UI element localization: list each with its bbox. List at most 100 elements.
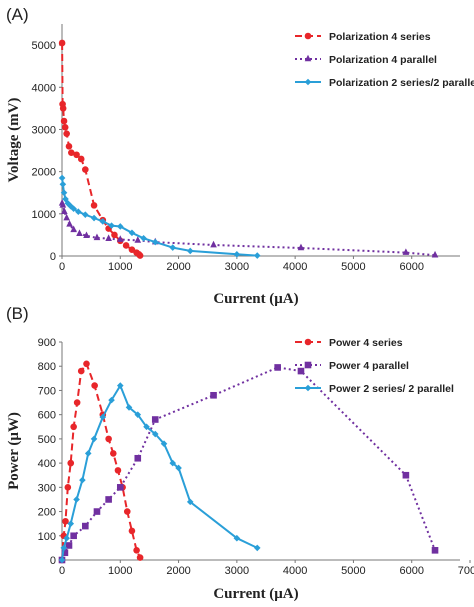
panel-a-y-tick-label: 3000 xyxy=(32,124,56,136)
panel-a-series-2-point xyxy=(140,234,147,242)
panel-b-series-2-point xyxy=(169,459,177,467)
panel-a-series-1-point xyxy=(116,235,124,242)
panel-a-series-1-line xyxy=(61,202,436,257)
panel-a-series-1-point xyxy=(63,213,70,221)
panel-b-series-1-point xyxy=(65,542,73,549)
panel-a-x-tick-label: 3000 xyxy=(225,261,249,273)
panel-b-x-axis-label: Current (μA) xyxy=(213,586,298,602)
panel-a-legend-marker-1 xyxy=(304,54,312,62)
panel-b-series-2-point xyxy=(125,404,133,411)
panel-a-series-2-point xyxy=(67,202,75,210)
panel-a-series-0-point xyxy=(122,242,130,249)
panel-b-y-tick-label: 400 xyxy=(38,458,56,470)
panel-a-series-1-point xyxy=(297,243,305,251)
panel-b-x-tick-label: 2000 xyxy=(166,565,190,577)
panel-b-series-2-point xyxy=(67,520,75,527)
panel-b-legend-label-0: Power 4 series xyxy=(329,337,403,349)
panel-b-series-0-point xyxy=(123,508,131,515)
panel-b-series-2-point xyxy=(60,544,68,552)
panel-b-series-1-point xyxy=(134,454,142,462)
panel-b-series-0-point xyxy=(67,459,75,467)
panel-a-x-axis-label: Current (μA) xyxy=(213,291,298,307)
panel-a-series-0-line xyxy=(61,42,141,257)
panel-a-series-2-point xyxy=(64,199,72,207)
panel-b-series-2-point xyxy=(175,464,182,472)
panel-b-series-2-line xyxy=(61,384,258,561)
panel-a-legend-label-2: Polarization 2 series/2 parallel xyxy=(329,77,474,89)
panel-a-series-0-point xyxy=(111,231,118,239)
panel-b-x-tick-label: 0 xyxy=(59,565,65,577)
panel-a-x-tick-label: 5000 xyxy=(341,261,365,273)
panel-a-series-2-point xyxy=(75,208,82,216)
panel-b-series-0-point xyxy=(128,527,136,535)
panel-b-series-2-point xyxy=(134,411,142,418)
panel-a-series-0-point xyxy=(63,130,70,137)
panel-b-y-tick-label: 100 xyxy=(38,531,56,543)
panel-b-series-2-point xyxy=(108,396,115,404)
panel-b-series-1-point xyxy=(210,391,217,399)
panel-b-legend-marker-0 xyxy=(304,338,312,346)
panel-a-series-1-point xyxy=(61,207,68,215)
panel-b-y-tick-label: 800 xyxy=(38,361,56,373)
panel-b-series-1-point xyxy=(297,367,305,375)
panel-b-x-tick-label: 5000 xyxy=(341,565,365,577)
panel-b-series-1 xyxy=(58,364,439,564)
panel-b-y-tick-label: 700 xyxy=(38,385,56,397)
panel-b-series-1-point xyxy=(61,549,69,557)
panel-a-series-1-point xyxy=(431,250,439,258)
panel-b-legend-marker-2 xyxy=(304,384,312,392)
panel-a-x-tick-label: 4000 xyxy=(283,261,307,273)
panel-a-y-tick-label: 4000 xyxy=(32,82,56,94)
panel-b-series-1-point xyxy=(431,547,439,554)
panel-b-legend-label-1: Power 4 parallel xyxy=(329,360,409,372)
panel-a-y-tick-label: 5000 xyxy=(32,40,56,52)
panel-a-x-tick-label: 6000 xyxy=(399,261,423,273)
panel-a-x-tick-label: 0 xyxy=(59,261,65,273)
panel-a-series-0 xyxy=(58,39,144,259)
panel-a-x-tick-label: 2000 xyxy=(166,261,190,273)
panel-b-series-2-point xyxy=(73,496,80,503)
panel-b-series-0-point xyxy=(64,484,72,491)
panel-a-series-2-point xyxy=(99,218,107,225)
panel-a-series-2-point xyxy=(128,229,136,237)
panel-b-series-2-point xyxy=(79,476,86,484)
panel-a-series-2-point xyxy=(116,223,124,230)
panel-a-series-0-point xyxy=(90,202,98,209)
panel-a-series-2-point xyxy=(169,244,177,251)
panel-b-y-tick-label: 500 xyxy=(38,434,56,446)
panel-b-label: (B) xyxy=(6,304,29,323)
panel-a-series-1-point xyxy=(210,240,217,248)
panel-a-series-2-point xyxy=(186,247,194,255)
panel-a-series-0-point xyxy=(73,151,80,159)
panel-a-series-0-point xyxy=(77,155,85,163)
panel-b-x-tick-label: 4000 xyxy=(283,565,307,577)
panel-b-series-1-point xyxy=(402,471,410,479)
panel-a-polarization: (A) 0 1000 2000 3000 4000 5000 6000 0 1000 2000 300… xyxy=(6,5,474,307)
panel-b-series-2-point xyxy=(253,544,261,552)
panel-b-series-0-point xyxy=(73,399,81,406)
panel-b-series-0-point xyxy=(136,554,144,561)
panel-b-series-2-point xyxy=(116,382,124,389)
panel-b-y-tick-label: 900 xyxy=(38,337,56,349)
panel-b-series-0-point xyxy=(133,547,140,554)
panel-a-series-2-point xyxy=(151,238,159,246)
panel-a-series-2 xyxy=(58,174,261,259)
panel-b-series-2-point xyxy=(58,556,66,564)
panel-b-series-2-point xyxy=(233,534,241,542)
panel-b-y-tick-label: 300 xyxy=(38,482,56,494)
panel-a-series-0-point xyxy=(136,252,144,259)
panel-b-series-2-point xyxy=(160,440,168,448)
panel-b-series-1-point xyxy=(70,532,77,540)
panel-a-series-0-point xyxy=(60,117,68,125)
panel-a-series-1-point xyxy=(66,220,73,227)
panel-b-y-tick-label: 0 xyxy=(50,555,56,567)
panel-a-series-1-point xyxy=(105,234,112,242)
panel-a-series-1-point xyxy=(59,201,67,208)
panel-a-series-2-point xyxy=(90,214,98,222)
panel-a-y-tick-label: 1000 xyxy=(32,209,56,221)
panel-b-series-0-point xyxy=(77,367,85,375)
panel-b-legend-label-2: Power 2 series/ 2 parallel xyxy=(329,383,454,395)
panel-a-series-1-point xyxy=(134,236,142,243)
